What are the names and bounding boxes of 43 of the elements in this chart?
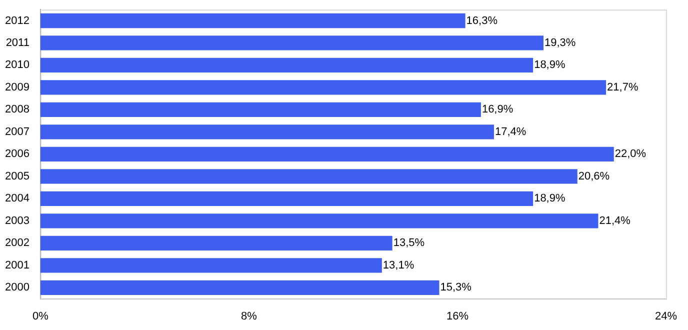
data-label: 18,9% <box>534 192 566 205</box>
bar <box>40 214 598 228</box>
y-tick-label: 2010 <box>4 59 30 72</box>
y-tick-label: 2003 <box>4 214 30 227</box>
bar <box>40 36 544 50</box>
x-tick-label: 8% <box>241 310 258 322</box>
bar <box>40 169 578 184</box>
data-label: 15,3% <box>440 282 472 294</box>
y-tick-label: 2011 <box>6 37 30 49</box>
data-label: 22,0% <box>614 148 646 160</box>
bar <box>40 191 534 206</box>
x-tick-label: 24% <box>654 310 678 322</box>
y-tick-label: 2007 <box>4 126 30 138</box>
data-label: 20,6% <box>578 170 610 182</box>
y-tick-label: 2002 <box>4 237 30 250</box>
data-label: 21,7% <box>607 81 638 94</box>
data-label: 18,9% <box>534 59 566 72</box>
data-label: 13,1% <box>382 259 414 272</box>
bar <box>40 146 614 162</box>
y-tick-label: 2009 <box>4 81 30 94</box>
y-tick-label: 2004 <box>4 192 30 205</box>
y-tick-label: 2006 <box>4 148 30 160</box>
data-label: 16,3% <box>466 14 498 27</box>
data-label: 19,3% <box>544 37 576 49</box>
data-label: 17,4% <box>494 126 526 138</box>
bar <box>40 80 606 95</box>
bar <box>40 280 440 296</box>
bar <box>40 58 534 73</box>
bar <box>40 102 481 118</box>
bar <box>40 124 494 140</box>
y-tick-label: 2001 <box>4 259 30 272</box>
data-label: 13,5% <box>393 237 425 250</box>
data-label: 16,9% <box>482 104 514 116</box>
y-tick-label: 2000 <box>4 282 30 294</box>
bar <box>40 236 392 251</box>
bar <box>40 258 382 273</box>
x-tick-label: 16% <box>446 310 469 322</box>
y-tick-label: 2008 <box>4 104 30 116</box>
x-tick-label: 0% <box>32 310 49 322</box>
bar <box>40 13 466 28</box>
y-tick-label: 2005 <box>4 170 30 182</box>
y-tick-label: 2012 <box>4 14 30 27</box>
data-label: 21,4% <box>599 214 631 227</box>
